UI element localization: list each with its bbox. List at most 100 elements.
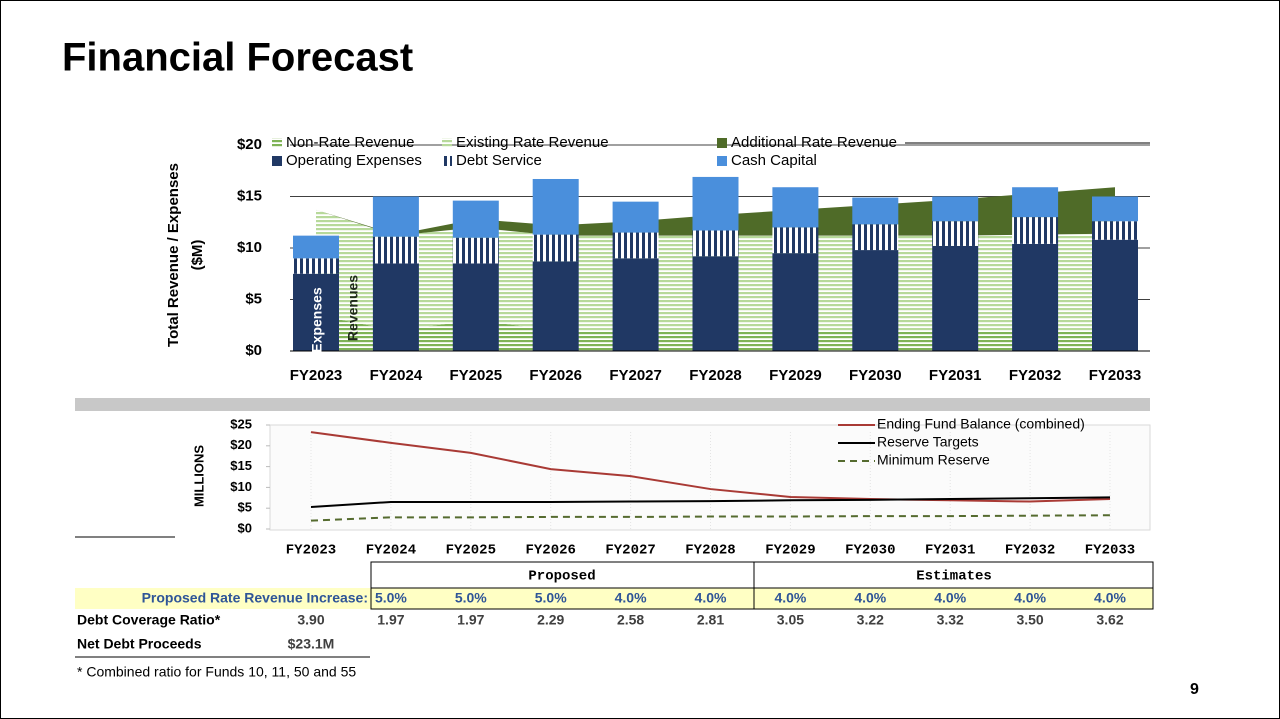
y-tick-label: $15	[230, 458, 252, 473]
cell: 2.58	[617, 612, 644, 628]
cell: 3.90	[297, 612, 324, 628]
y-tick-label: $20	[237, 136, 262, 153]
cell: 4.0%	[1014, 590, 1046, 606]
y-tick-label: $5	[245, 290, 262, 307]
cell: 5.0%	[455, 590, 487, 606]
legend-swatch	[442, 156, 452, 166]
column-header: FY2026	[525, 543, 575, 559]
cell: 4.0%	[615, 590, 647, 606]
slide-title: Financial Forecast	[62, 36, 413, 80]
revenue-area	[316, 187, 1115, 236]
highlight-row	[75, 588, 1153, 609]
line-series	[310, 496, 1111, 508]
cell: 3.62	[1096, 612, 1123, 628]
row-label: Debt Coverage Ratio*	[77, 612, 221, 628]
row-label: Net Debt Proceeds	[77, 636, 202, 652]
bar-segment	[932, 245, 979, 351]
y-tick-label: $10	[230, 479, 252, 494]
group-header: Proposed	[528, 569, 595, 585]
legend-label: Cash Capital	[731, 152, 817, 169]
column-header: FY2023	[286, 543, 336, 559]
cell: 3.50	[1016, 612, 1043, 628]
x-tick-label: FY2033	[1089, 367, 1142, 384]
column-header: FY2033	[1085, 543, 1135, 559]
cell: 2.29	[537, 612, 564, 628]
y-tick-label: $5	[238, 500, 252, 515]
line-series	[310, 431, 1111, 503]
legend-label: Non-Rate Revenue	[286, 134, 414, 151]
bar-segment	[372, 236, 419, 264]
column-header: FY2025	[446, 543, 496, 559]
x-tick-label: FY2024	[370, 367, 423, 384]
legend-swatch	[717, 156, 727, 166]
footnote: * Combined ratio for Funds 10, 11, 50 an…	[77, 664, 356, 680]
bar-segment	[772, 187, 819, 228]
x-tick-label: FY2026	[529, 367, 582, 384]
x-tick-label: FY2023	[290, 367, 343, 384]
column-header: FY2027	[605, 543, 655, 559]
bar-segment	[612, 232, 659, 259]
bar-segment	[293, 258, 339, 274]
bar-segment	[293, 235, 339, 259]
legend-label: Reserve Targets	[877, 434, 979, 450]
x-tick-label: FY2028	[689, 367, 742, 384]
bar-segment	[772, 227, 819, 254]
cell: 1.97	[457, 612, 484, 628]
x-tick-label: FY2031	[929, 367, 982, 384]
group-header: Estimates	[916, 569, 992, 585]
bar-segment	[692, 256, 739, 351]
annotation: Revenues	[345, 275, 361, 341]
cell: $23.1M	[288, 636, 335, 652]
bar-segment	[452, 263, 499, 351]
cell: 4.0%	[774, 590, 806, 606]
cell: 5.0%	[535, 590, 567, 606]
legend-label: Additional Rate Revenue	[731, 134, 897, 151]
bar-segment	[372, 263, 419, 351]
bar-segment	[532, 178, 579, 235]
legend-label: Minimum Reserve	[877, 452, 990, 468]
line-series	[310, 514, 1111, 522]
legend-swatch	[272, 156, 282, 166]
column-header: FY2024	[366, 543, 416, 559]
cell: 5.0%	[375, 590, 407, 606]
cell: 4.0%	[1094, 590, 1126, 606]
y-tick-label: $25	[230, 416, 252, 431]
legend-swatch	[272, 138, 282, 148]
bar-segment	[932, 221, 979, 246]
y-tick-label: $0	[245, 342, 262, 359]
bar-segment	[1012, 243, 1059, 351]
cell: 3.05	[777, 612, 804, 628]
bar-segment	[1092, 239, 1138, 351]
bar-segment	[1012, 217, 1059, 244]
cell: 3.22	[857, 612, 884, 628]
bar-segment	[1092, 221, 1138, 240]
annotation: Expenses	[309, 287, 325, 353]
x-tick-label: FY2030	[849, 367, 902, 384]
legend-label: Debt Service	[456, 152, 542, 169]
y-tick-label: $0	[238, 520, 252, 535]
bar-segment	[293, 273, 339, 351]
cell: 2.81	[697, 612, 724, 628]
separator-band	[75, 398, 1150, 411]
column-header: FY2032	[1005, 543, 1055, 559]
bar-segment	[692, 176, 739, 231]
bar-segment	[772, 253, 819, 351]
x-tick-label: FY2025	[450, 367, 503, 384]
y-tick-label: $20	[230, 437, 252, 452]
legend-swatch	[717, 138, 727, 148]
column-header: FY2031	[925, 543, 975, 559]
bar-segment	[852, 224, 899, 251]
y-axis-title: MILLIONS	[191, 445, 206, 507]
bar-segment	[852, 197, 899, 225]
column-header: FY2030	[845, 543, 895, 559]
cell: 4.0%	[934, 590, 966, 606]
bar-segment	[1092, 196, 1138, 222]
column-header: FY2029	[765, 543, 815, 559]
row-label: Proposed Rate Revenue Increase:	[142, 590, 368, 606]
y-tick-label: $15	[237, 187, 262, 204]
legend-swatch	[442, 138, 452, 148]
bar-segment	[372, 196, 419, 237]
bar-segment	[1012, 187, 1059, 218]
